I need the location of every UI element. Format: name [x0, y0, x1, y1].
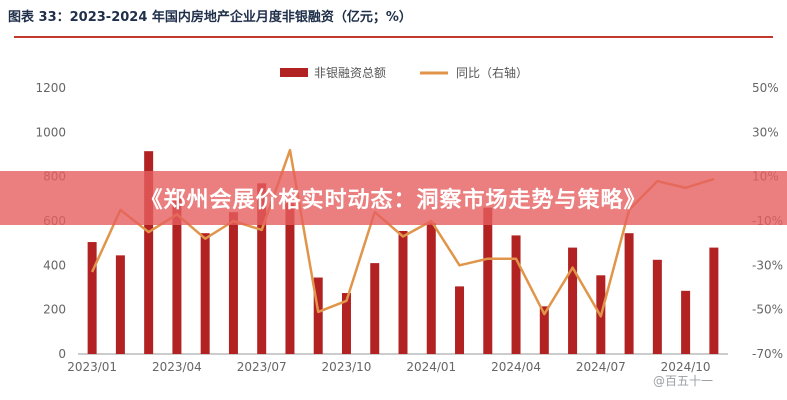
x-tick-label: 2024/04 [491, 360, 541, 374]
watermark: @百五十一 [653, 374, 714, 388]
bar [144, 151, 154, 354]
bar [539, 306, 549, 354]
y-tick-label-left: 400 [43, 258, 66, 272]
title-rule [14, 36, 773, 38]
bar [568, 247, 578, 354]
yoy-line [90, 148, 715, 318]
legend-line-label: 同比（右轴） [456, 65, 528, 80]
bar [370, 263, 380, 354]
bar [200, 233, 210, 354]
bar [624, 233, 634, 354]
bar [87, 242, 97, 354]
y-tick-label-left: 200 [43, 303, 66, 317]
y-tick-label-left: 0 [58, 347, 66, 361]
y-tick-label-right: -70% [752, 347, 783, 361]
bar [341, 293, 351, 354]
bar [313, 277, 323, 354]
y-tick-label-right: 30% [752, 125, 779, 139]
y-tick-label-right: 50% [752, 81, 779, 95]
bar [398, 230, 408, 354]
x-tick-label: 2023/01 [67, 360, 117, 374]
y-tick-label-left: 1000 [35, 125, 66, 139]
x-tick-label: 2024/07 [576, 360, 626, 374]
bar [172, 198, 182, 354]
bar [511, 235, 521, 354]
y-tick-label-right: -30% [752, 258, 783, 272]
bar [115, 255, 125, 354]
y-tick-label-left: 1200 [35, 81, 66, 95]
bar [455, 286, 465, 354]
x-tick-label: 2023/04 [152, 360, 202, 374]
x-tick-label: 2023/10 [322, 360, 372, 374]
x-tick-label: 2024/10 [661, 360, 711, 374]
legend-bar-swatch [280, 68, 308, 77]
overlay-banner: 《郑州会展价格实时动态：洞察市场走势与策略》 [0, 171, 787, 225]
bar [681, 290, 691, 354]
bar [652, 259, 662, 354]
bar [285, 203, 295, 354]
y-tick-label-right: -50% [752, 303, 783, 317]
bar [483, 207, 493, 354]
bar [257, 183, 267, 354]
x-tick-label: 2023/07 [237, 360, 287, 374]
x-tick-label: 2024/01 [406, 360, 456, 374]
bar [228, 212, 238, 354]
bar [709, 247, 719, 354]
legend-bar-label: 非银融资总额 [314, 66, 386, 80]
bar [426, 223, 436, 354]
banner-text: 《郑州会展价格实时动态：洞察市场走势与策略》 [140, 188, 647, 213]
figure-title: 图表 33：2023-2024 年国内房地产企业月度非银融资（亿元；%） [8, 10, 412, 25]
